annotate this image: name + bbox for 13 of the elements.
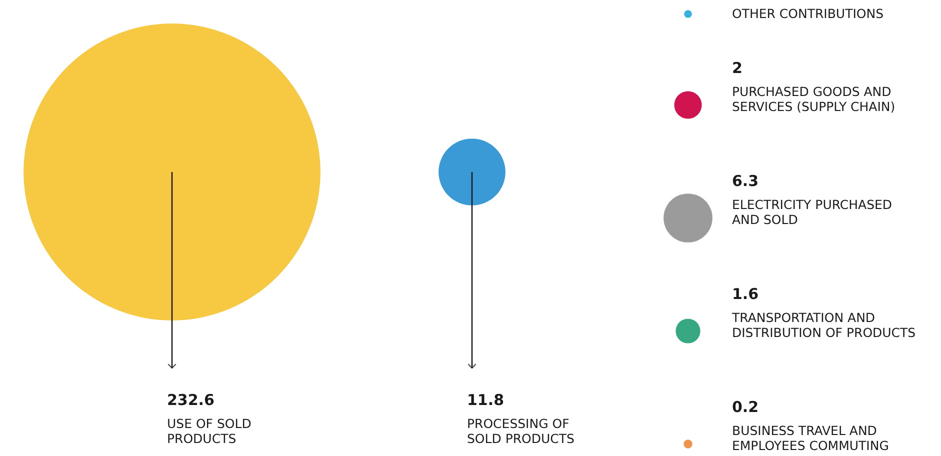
data-label: 232.6 <box>167 391 214 409</box>
category-label: TRANSPORTATION AND DISTRIBUTION OF PRODUCTS <box>731 310 916 340</box>
data-label: 0.2 <box>732 398 759 416</box>
legend-title: OTHER CONTRIBUTIONS <box>732 6 884 21</box>
category-label: USE OF SOLD PRODUCTS <box>167 416 252 446</box>
category-label: PURCHASED GOODS AND SERVICES (SUPPLY CHAIN) <box>732 84 896 114</box>
data-label: 1.6 <box>732 285 759 303</box>
data-label: 6.3 <box>732 172 759 190</box>
category-label: ELECTRICITY PURCHASED AND SOLD <box>732 197 892 227</box>
data-label: 2 <box>732 59 742 77</box>
category-label: PROCESSING OF SOLD PRODUCTS <box>467 416 575 446</box>
category-label: BUSINESS TRAVEL AND EMPLOYEES COMMUTING <box>732 423 889 453</box>
data-label: 11.8 <box>467 391 504 409</box>
